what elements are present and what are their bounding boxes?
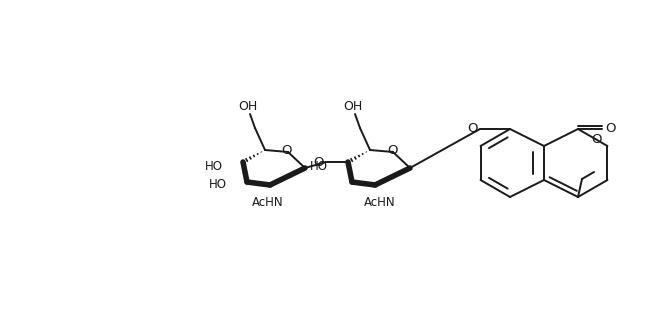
Text: AcHN: AcHN bbox=[364, 196, 396, 209]
Text: HO: HO bbox=[209, 177, 227, 190]
Text: O: O bbox=[467, 122, 478, 136]
Text: HO: HO bbox=[205, 160, 223, 174]
Text: O: O bbox=[386, 144, 397, 157]
Text: O: O bbox=[314, 155, 324, 168]
Text: HO: HO bbox=[310, 160, 328, 174]
Text: O: O bbox=[605, 122, 616, 136]
Text: OH: OH bbox=[343, 100, 363, 114]
Text: O: O bbox=[282, 144, 292, 157]
Text: O: O bbox=[592, 133, 602, 146]
Text: OH: OH bbox=[238, 100, 258, 114]
Text: AcHN: AcHN bbox=[252, 196, 284, 209]
